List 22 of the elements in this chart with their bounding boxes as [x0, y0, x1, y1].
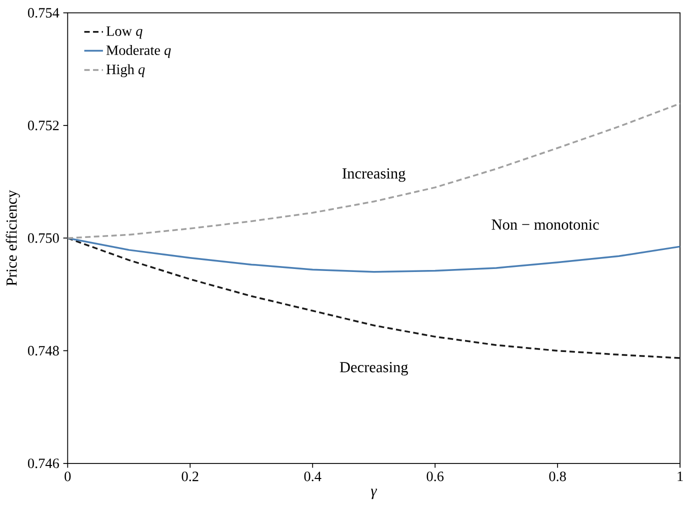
x-tick-label: 0.8 — [549, 472, 566, 482]
legend-label: Low q — [106, 26, 142, 39]
y-axis-title: Price efficiency — [6, 190, 20, 286]
x-tick-label: 1 — [678, 472, 683, 482]
y-tick-label: 0.746 — [28, 458, 59, 468]
x-tick-label: 0.2 — [182, 472, 198, 482]
annotation: Decreasing — [340, 362, 408, 376]
legend-label: High q — [106, 64, 145, 78]
y-tick-label: 0.750 — [28, 233, 59, 243]
y-tick-label: 0.754 — [28, 8, 60, 18]
x-axis-title: γ — [370, 488, 378, 500]
line-series — [68, 102, 680, 240]
x-tick-label: 0 — [64, 472, 71, 482]
legend-label: Moderate q — [106, 45, 171, 58]
annotation: Non − monotonic — [492, 220, 599, 230]
x-tick-label: 0.6 — [426, 472, 444, 482]
annotation: Increasing — [342, 168, 406, 182]
y-tick-label: 0.752 — [28, 120, 59, 130]
x-tick-label: 0.4 — [304, 472, 322, 482]
line-series — [68, 237, 680, 359]
y-tick-label: 0.748 — [28, 346, 59, 356]
line-series — [68, 237, 680, 273]
